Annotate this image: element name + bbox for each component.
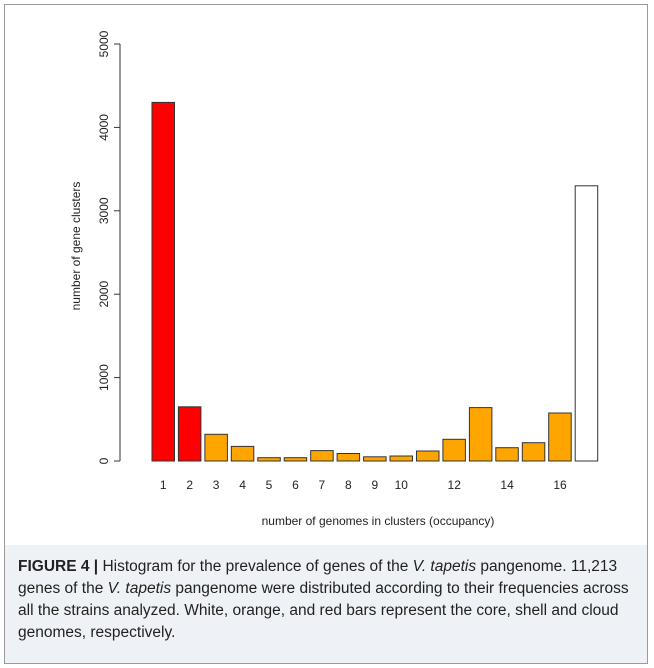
figure-caption: FIGURE 4 | Histogram for the prevalence … [18,556,638,644]
bar-6 [283,457,308,462]
bar-17 [574,185,599,462]
bar-3 [204,433,228,462]
x-tick-label: 7 [319,478,326,492]
bar-12 [442,438,466,462]
bar-10 [389,455,413,462]
caption-text-2: pangenome. 11,213 genes of the [18,558,618,597]
caption-text-1: Histogram for the prevalence of genes of… [98,558,413,575]
bar-4 [230,445,255,462]
caption-species-2: V. tapetis [107,580,172,597]
caption-text-3: pangenome were distributed according to … [18,580,629,641]
bar-9 [363,456,387,462]
bar-13 [468,407,493,462]
y-tick-label: 1000 [97,364,111,391]
y-tick-label: 5000 [97,30,111,57]
x-tick-label: 14 [500,478,514,492]
x-tick-label: 10 [395,478,409,492]
y-tick-label: 3000 [97,197,111,224]
x-tick-label: 8 [345,478,352,492]
x-tick-label: 9 [371,478,378,492]
y-tick-label: 4000 [97,114,111,141]
bar-7 [310,450,334,462]
x-tick-label: 1 [160,478,167,492]
caption-label: FIGURE 4 | [18,558,99,575]
y-tick-label: 0 [97,457,111,464]
bar-14 [495,447,519,462]
bar-16 [548,412,572,462]
caption-species: V. tapetis [412,558,477,575]
x-tick-label: 3 [213,478,220,492]
x-tick-label: 2 [186,478,193,492]
x-tick-label: 4 [239,478,246,492]
bar-1 [151,101,175,462]
x-axis: 1 2 3 4 5 6 7 8 9 10 12 14 16 [160,478,567,492]
y-tick-label: 2000 [97,281,111,308]
y-axis: 0 1000 2000 3000 4000 5000 [97,30,121,464]
bars-group [151,101,599,462]
y-axis-label: number of gene clusters [69,182,83,311]
bar-11 [416,450,440,462]
x-tick-label: 12 [448,478,462,492]
bar-15 [521,442,546,462]
bar-8 [336,453,361,462]
x-tick-label: 16 [553,478,567,492]
x-tick-label: 5 [266,478,273,492]
caption-background [5,545,647,663]
x-axis-label: number of genomes in clusters (occupancy… [262,514,495,528]
bar-2 [177,406,202,462]
x-tick-label: 6 [292,478,299,492]
bar-5 [257,457,281,462]
